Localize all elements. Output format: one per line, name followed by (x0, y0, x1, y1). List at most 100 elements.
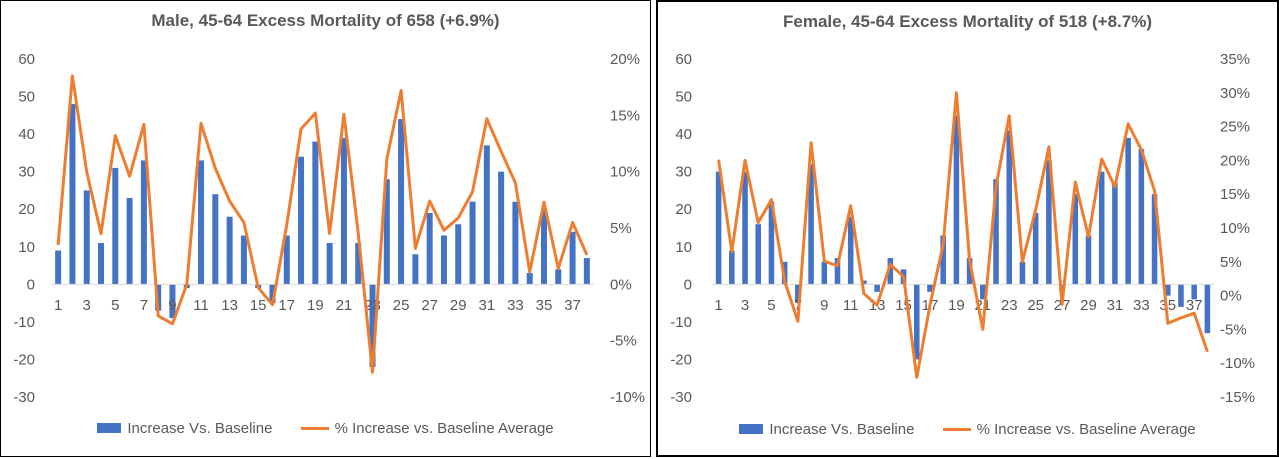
y-right-tick-label: 35% (1220, 51, 1250, 68)
x-tick-label: 27 (421, 297, 438, 314)
bar (966, 258, 973, 285)
bar (226, 216, 233, 285)
y-right-tick-label: 30% (1220, 85, 1250, 102)
bar (469, 201, 476, 285)
bar (795, 284, 801, 304)
bar (834, 258, 841, 285)
bar (126, 197, 133, 285)
y-left-tick-label: 20 (675, 201, 692, 218)
y-right-tick-label: 10% (1220, 220, 1250, 237)
bar (83, 190, 90, 285)
y-left-tick-label: 50 (675, 89, 692, 106)
bar (1046, 160, 1052, 285)
x-tick-label: 31 (1107, 297, 1124, 314)
bar (1032, 212, 1039, 285)
bar (526, 273, 533, 285)
y-left-tick-label: 10 (18, 239, 35, 256)
bar (426, 212, 433, 285)
x-tick-label: 15 (250, 297, 267, 314)
y-right-tick-label: 25% (1220, 119, 1250, 136)
x-tick-label: 25 (393, 297, 410, 314)
x-tick-label: 5 (767, 297, 775, 314)
y-left-tick-label: -20 (13, 351, 35, 368)
y-right-tick-label: 5% (610, 220, 632, 237)
chart-title: Male, 45-64 Excess Mortality of 658 (+6.… (151, 11, 500, 30)
legend-item-bars: Increase Vs. Baseline (97, 420, 272, 437)
x-tick-label: 1 (54, 297, 62, 314)
x-tick-label: 31 (478, 297, 495, 314)
y-left-tick-label: 0 (27, 276, 35, 293)
x-tick-label: 35 (536, 297, 553, 314)
chart-plot-female: 6050403020100-10-20-3035%30%25%20%15%10%… (670, 51, 1255, 406)
bar (913, 284, 920, 360)
legend-item-line: % Increase vs. Baseline Average (300, 420, 554, 437)
x-tick-label: 19 (948, 297, 965, 314)
y-left-tick-label: 60 (675, 51, 692, 68)
bar (861, 280, 867, 285)
bar (240, 235, 247, 285)
y-right-tick-label: 20% (610, 51, 640, 68)
bar (198, 160, 205, 285)
bar (69, 104, 76, 285)
x-tick-label: 37 (564, 297, 581, 314)
bar (927, 284, 933, 292)
bar (1006, 130, 1013, 285)
bar (980, 284, 986, 300)
x-tick-label: 7 (140, 297, 148, 314)
series-line (56, 74, 589, 374)
bar (874, 284, 880, 292)
legend-label-line: % Increase vs. Baseline Average (976, 421, 1196, 438)
x-tick-label: 23 (1001, 297, 1018, 314)
bar (1019, 261, 1026, 285)
bar (821, 261, 828, 285)
bar (993, 179, 999, 285)
bar (298, 156, 305, 285)
bar (1072, 194, 1079, 285)
bar (369, 284, 376, 367)
y-left-tick-label: 10 (675, 239, 692, 256)
bar (140, 160, 147, 285)
bar (212, 194, 219, 285)
legend-label-bars: Increase Vs. Baseline (127, 420, 273, 437)
bar (742, 171, 748, 285)
y-right-tick-label: -10% (610, 389, 645, 406)
y-left-tick-label: -20 (670, 351, 692, 368)
bar (1112, 182, 1118, 285)
legend: Increase Vs. Baseline % Increase vs. Bas… (658, 421, 1277, 438)
y-left-tick-label: -30 (670, 389, 692, 406)
y-left-tick-label: 50 (18, 89, 35, 106)
y-right-tick-label: 15% (1220, 186, 1250, 203)
bar (1204, 284, 1211, 334)
legend: Increase Vs. Baseline % Increase vs. Bas… (1, 420, 650, 437)
bar (1098, 171, 1105, 285)
x-tick-label: 25 (1027, 297, 1044, 314)
y-right-tick-label: 0% (610, 276, 632, 293)
x-tick-label: 3 (83, 297, 91, 314)
bar (283, 235, 290, 285)
bar (340, 137, 347, 285)
bar (55, 250, 62, 285)
y-left-tick-label: -10 (13, 314, 35, 331)
x-tick-label: 33 (1133, 297, 1150, 314)
y-left-tick-label: -10 (670, 314, 692, 331)
y-right-tick-label: 5% (1220, 254, 1242, 271)
y-right-tick-label: 20% (1220, 152, 1250, 169)
legend-label-line: % Increase vs. Baseline Average (334, 420, 554, 437)
y-left-tick-label: 30 (675, 164, 692, 181)
y-left-tick-label: 30 (18, 164, 35, 181)
x-tick-label: 3 (741, 297, 749, 314)
bar (1164, 284, 1171, 296)
x-tick-label: 9 (820, 297, 828, 314)
bar (540, 209, 547, 285)
bar (398, 119, 405, 285)
bar (583, 258, 590, 285)
x-tick-label: 37 (1186, 297, 1203, 314)
bar (1151, 194, 1158, 285)
y-left-tick-label: 40 (675, 126, 692, 143)
bar (312, 141, 319, 285)
legend-item-line: % Increase vs. Baseline Average (942, 421, 1196, 438)
y-left-tick-label: 40 (18, 126, 35, 143)
legend-swatch-bar (739, 424, 764, 435)
bar (483, 145, 490, 285)
legend-swatch-line (942, 427, 971, 431)
